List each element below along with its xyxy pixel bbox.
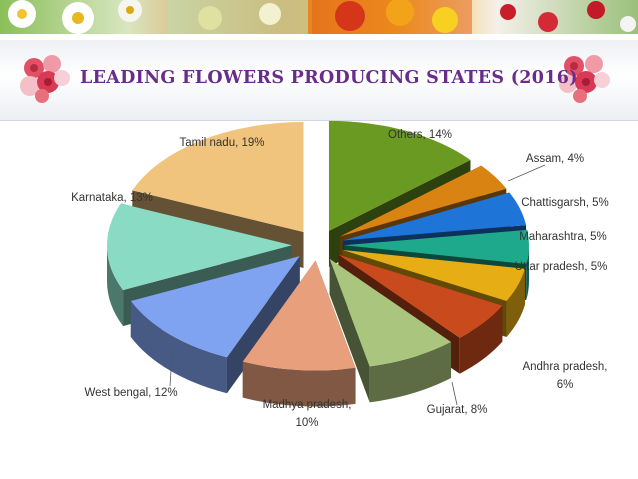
leader-line [507,164,546,182]
cherry-blossom-icon [500,1,636,32]
title-bar [0,40,638,121]
pie-slice [329,258,452,403]
daisy-icon [8,0,142,34]
data-label: Gujarat, 8% [427,404,488,416]
data-label: Uttar pradesh, 5% [515,261,608,273]
leader-line [169,355,173,387]
data-label: Assam, 4% [526,153,584,165]
data-label: Chattisgarsh, 5% [521,197,609,209]
data-label: Madhya pradesh, 10% [263,399,352,429]
pie-slice [242,260,356,407]
data-label: Karnataka, 13% [71,192,153,204]
data-label: Tamil nadu, 19% [179,137,264,149]
data-label: Others, 14% [388,129,452,141]
data-label: Andhra pradesh, 6% [522,361,607,391]
data-label: West bengal, 12% [84,387,177,399]
rose-bouquet-icon [16,52,74,109]
leader-line [451,381,458,406]
slide-title: LEADING FLOWERS PRODUCING STATES (2016) [80,68,578,88]
rose-bouquet-icon [556,52,614,109]
flower-banner [0,0,638,34]
data-label: Maharashtra, 5% [519,231,607,243]
